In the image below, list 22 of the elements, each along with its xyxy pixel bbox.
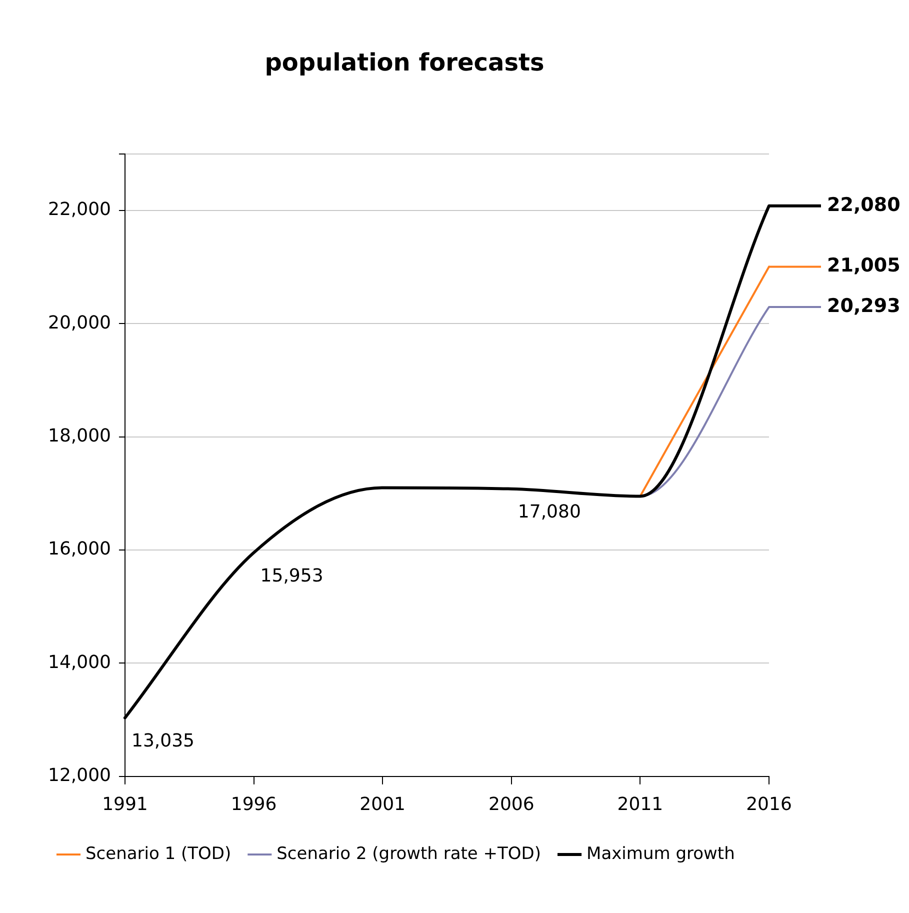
x-tick-label: 1996 xyxy=(230,794,277,815)
data-label: 13,035 xyxy=(131,730,194,752)
x-tick-label: 2016 xyxy=(746,794,792,815)
y-tick-label: 22,000 xyxy=(48,199,111,220)
x-tick-label: 2011 xyxy=(617,794,664,815)
data-label: 15,953 xyxy=(260,565,324,586)
y-tick-label: 20,000 xyxy=(48,312,111,334)
x-tick-label: 1991 xyxy=(102,794,148,815)
data-label: 20,293 xyxy=(827,294,900,317)
legend-label: Scenario 1 (TOD) xyxy=(86,844,232,864)
x-tick-label: 2006 xyxy=(488,794,534,815)
y-tick-label: 16,000 xyxy=(48,538,111,560)
y-tick-label: 12,000 xyxy=(48,765,111,786)
data-label: 21,005 xyxy=(827,254,900,277)
y-tick-label: 18,000 xyxy=(48,425,111,446)
data-label: 17,080 xyxy=(518,502,581,523)
x-tick-label: 2001 xyxy=(360,794,406,815)
y-tick-label: 14,000 xyxy=(48,652,111,673)
data-label: 22,080 xyxy=(827,194,900,216)
legend-label: Scenario 2 (growth rate +TOD) xyxy=(276,844,542,864)
legend-label: Maximum growth xyxy=(586,844,735,864)
chart-title: population forecasts xyxy=(264,48,544,77)
